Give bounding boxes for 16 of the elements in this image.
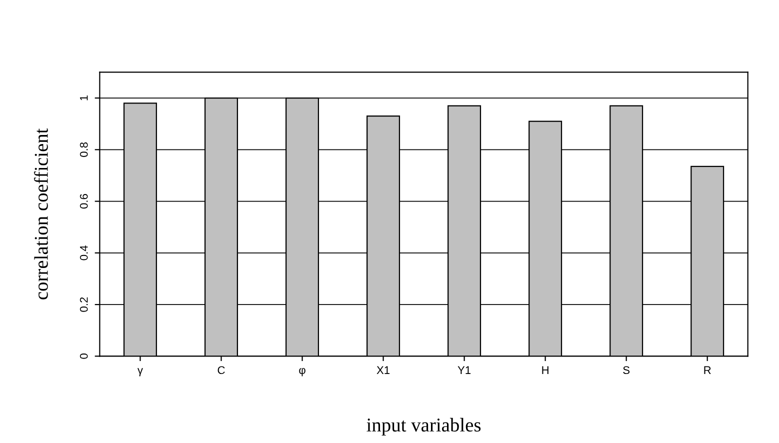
y-tick-label: 0.8 xyxy=(80,142,88,157)
y-tick-label: 0.2 xyxy=(80,297,88,312)
x-axis-title: input variables xyxy=(366,418,481,436)
x-tick-label: X1 xyxy=(376,366,390,374)
y-tick-label: 0 xyxy=(80,354,88,359)
x-tick-label: H xyxy=(542,366,548,374)
x-tick-label: S xyxy=(623,366,630,374)
y-axis-title: correlation coefficient xyxy=(34,128,48,300)
y-tick-label: 0.6 xyxy=(80,194,88,209)
x-tick-label: γ xyxy=(137,368,143,376)
x-tick-label: Y1 xyxy=(458,366,471,374)
x-tick-label: R xyxy=(704,366,711,374)
x-tick-label: φ xyxy=(299,368,306,376)
x-tick-label: C xyxy=(218,366,225,374)
y-tick-label: 1 xyxy=(80,95,88,100)
y-tick-label: 0.4 xyxy=(80,246,88,260)
